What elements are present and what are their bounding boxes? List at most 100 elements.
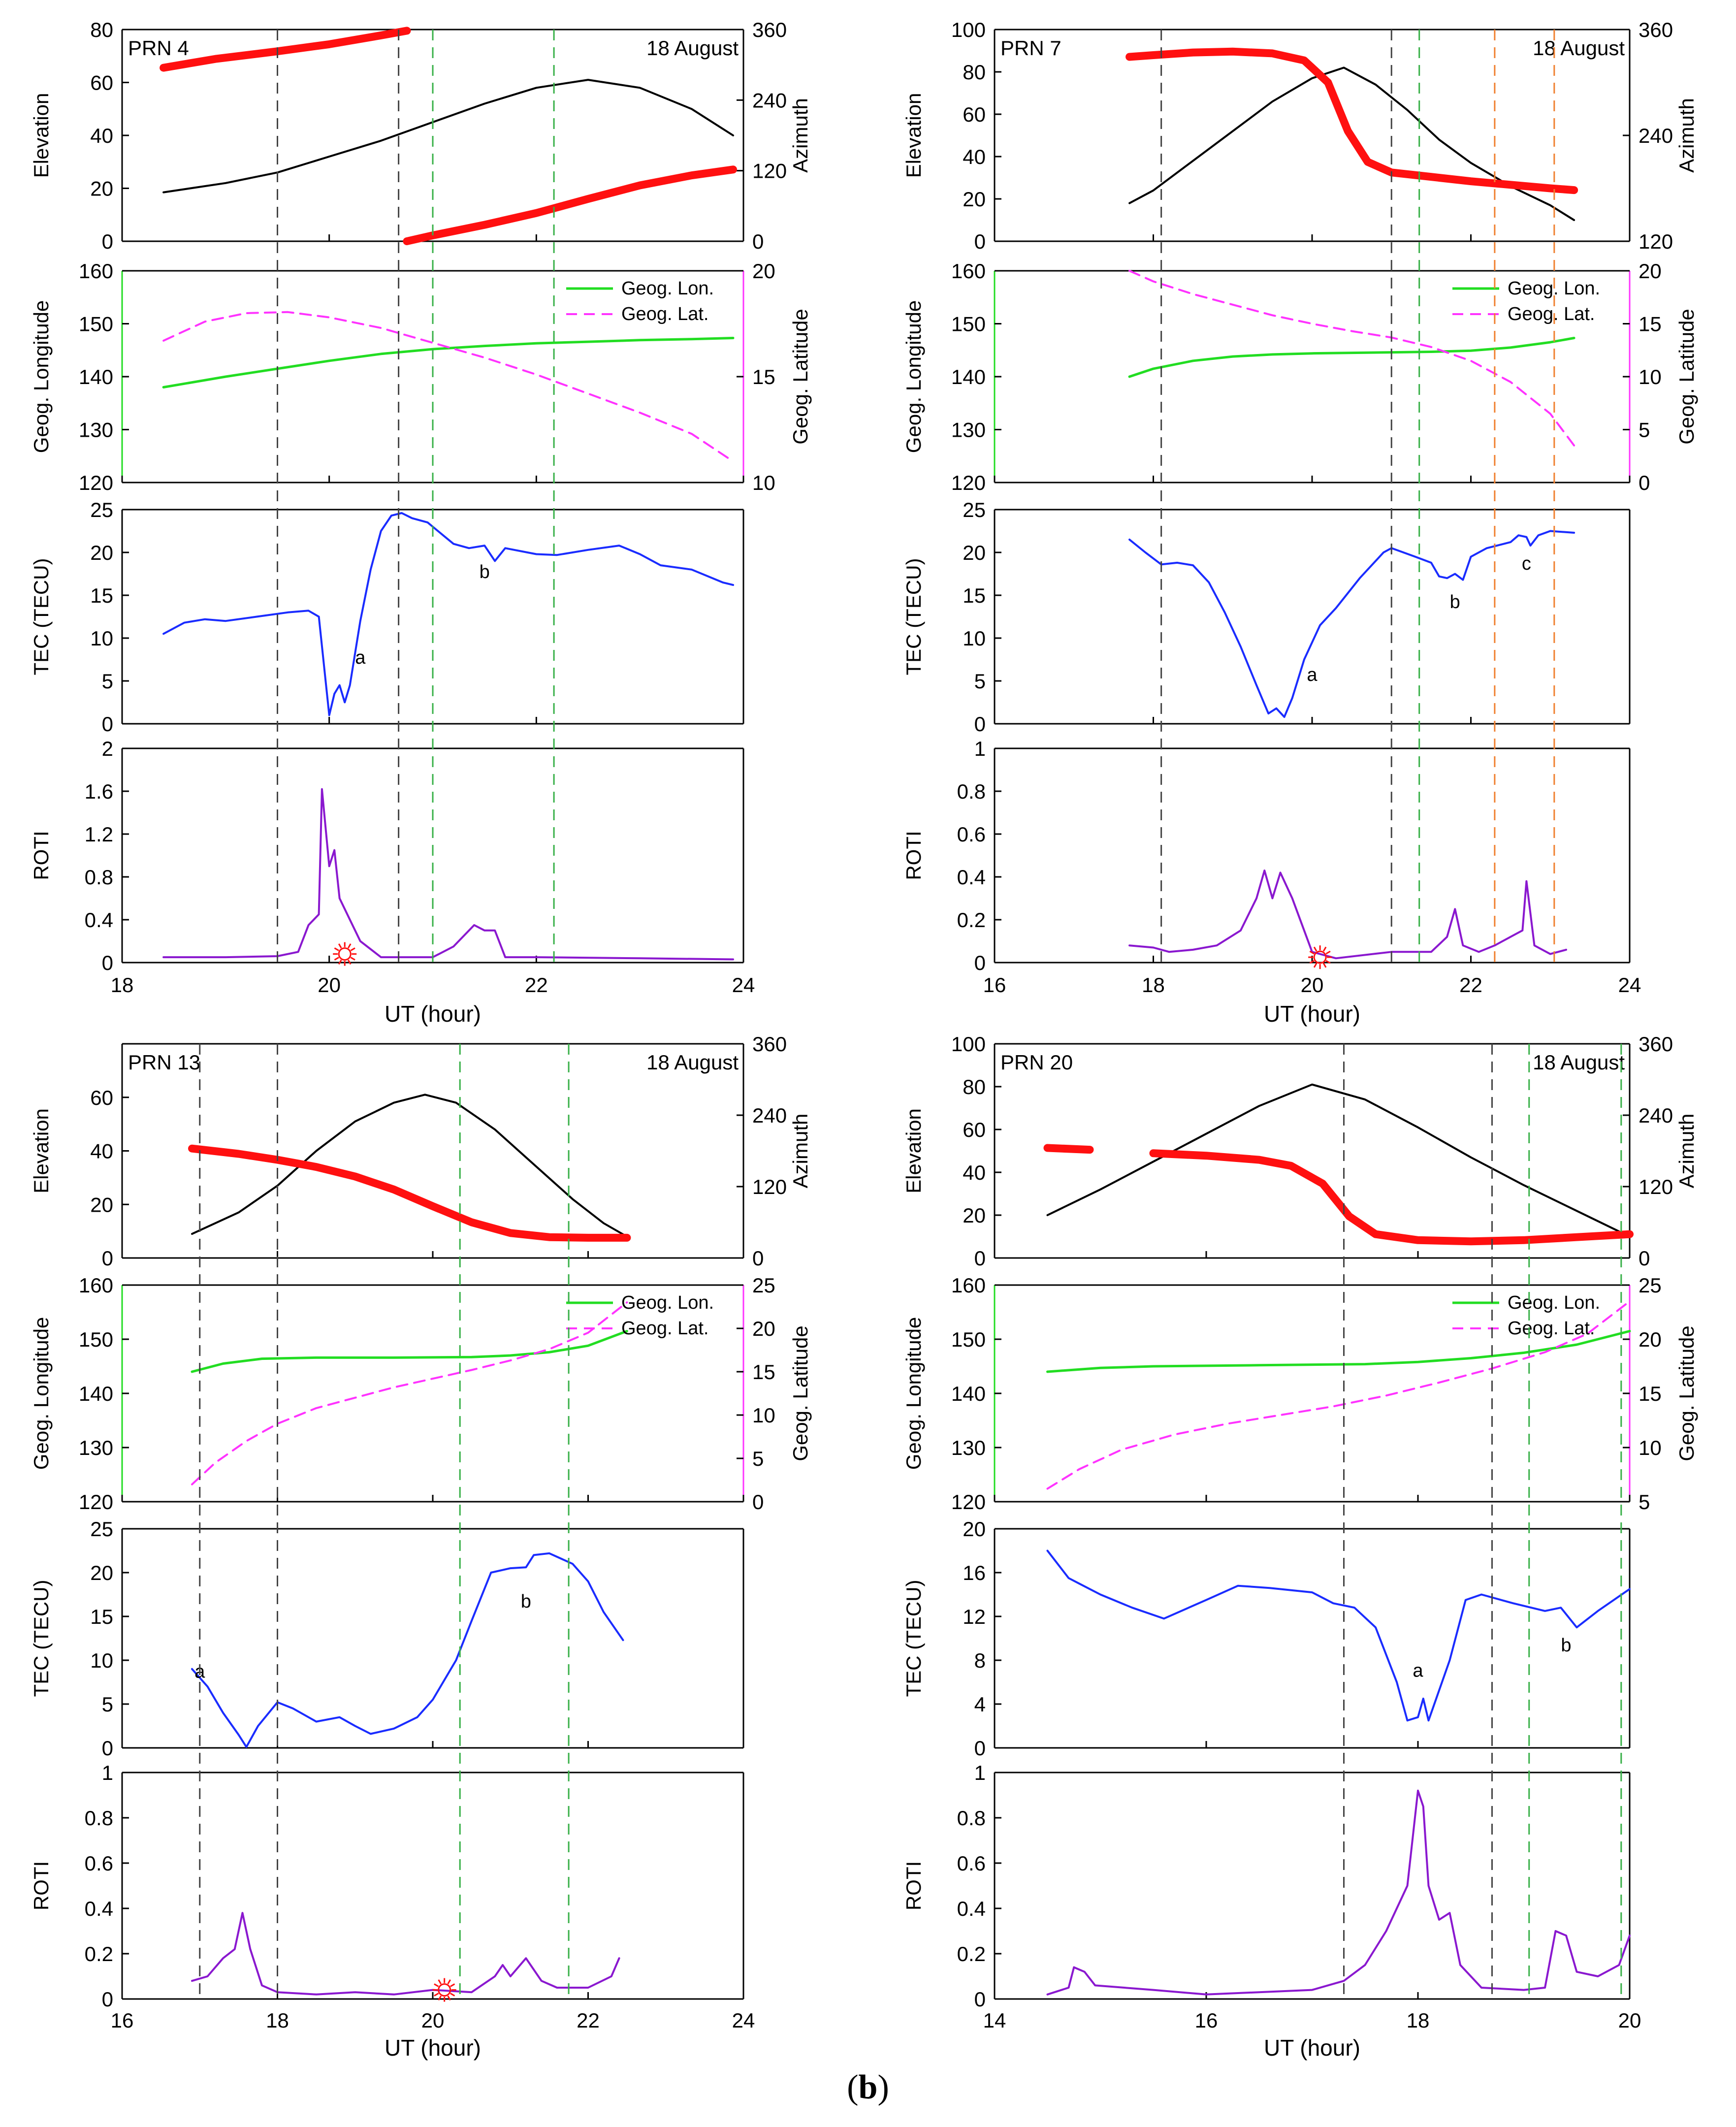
y2-tick-label: 10 (1639, 365, 1662, 388)
latitude-axis-title: Geog. Latitude (1675, 1325, 1698, 1461)
tec-annotation: c (1522, 553, 1531, 574)
sun-ray (450, 1993, 455, 1997)
longitude-axis-title: Geog. Longitude (902, 1317, 925, 1470)
roti-axis-title: ROTI (902, 1861, 925, 1910)
y-tick-label: 5 (974, 670, 986, 693)
y-tick-label: 0.4 (85, 908, 113, 932)
elevation-line (1046, 1083, 1631, 1238)
sun-ray (350, 947, 355, 951)
legend-lon-label: Geog. Lon. (1508, 1292, 1600, 1313)
roti-panel: 0 0.2 0.4 0.6 0.8 1 ROTI 16 18 20 22 24 (902, 737, 1641, 997)
y-tick-label: 0 (974, 951, 986, 974)
x-tick-label: 16 (1195, 2009, 1218, 2032)
roti-panel: 0 0.4 0.8 1.2 1.6 2 ROTI 18 20 22 24 (30, 737, 755, 997)
x-tick-label: 20 (318, 973, 341, 997)
y2-tick-label: 20 (752, 1317, 775, 1340)
event-markers (1343, 1044, 1622, 1999)
elevation-axis-title: Elevation (902, 1108, 925, 1193)
y-tick-label: 60 (90, 71, 113, 95)
sun-ray (434, 1983, 439, 1987)
tec-line (1128, 530, 1575, 718)
x-tick-label: 24 (1618, 973, 1641, 997)
y-tick-label: 25 (963, 498, 986, 521)
y2-tick-label: 0 (752, 1490, 764, 1514)
y-tick-label: 4 (974, 1693, 986, 1716)
longitude-line (1046, 1330, 1631, 1373)
azimuth-line (1149, 1149, 1634, 1246)
y-tick-label: 150 (951, 313, 986, 336)
y-tick-label: 20 (90, 177, 113, 200)
x-tick-label: 18 (266, 2009, 289, 2032)
tec-panel: 0 5 10 15 20 25 TEC (TECU) a b (30, 498, 744, 736)
y-tick-label: 0 (974, 230, 986, 253)
y2-tick-label: 10 (752, 471, 775, 494)
y-tick-label: 100 (951, 18, 986, 41)
sun-ray (334, 947, 339, 951)
y-tick-label: 40 (90, 1140, 113, 1163)
tec-line (162, 512, 734, 716)
y2-tick-label: 25 (752, 1274, 775, 1297)
y-tick-label: 0 (102, 712, 113, 736)
sun-ray (338, 959, 342, 965)
figure-caption: (b) (847, 2068, 889, 2106)
y-tick-label: 0 (974, 1988, 986, 2011)
y-tick-label: 0 (974, 712, 986, 736)
y2-tick-label: 5 (752, 1447, 764, 1470)
tec-annotation: b (521, 1591, 531, 1612)
y-tick-label: 40 (90, 124, 113, 147)
y-tick-label: 1.6 (85, 780, 113, 803)
x-tick-label: 24 (732, 973, 755, 997)
y-tick-label: 20 (90, 1561, 113, 1584)
latitude-line (191, 1301, 628, 1485)
tec-axis-title: TEC (TECU) (902, 1580, 925, 1697)
y-tick-label: 80 (90, 18, 113, 41)
legend-lat-label: Geog. Lat. (621, 304, 708, 324)
y-tick-label: 40 (963, 145, 986, 168)
tec-line (191, 1552, 624, 1748)
y-tick-label: 40 (963, 1161, 986, 1184)
y-tick-label: 12 (963, 1605, 986, 1628)
roti-panel: 0 0.2 0.4 0.6 0.8 1 ROTI 14 16 18 20 (902, 1761, 1641, 2032)
y-tick-label: 120 (79, 471, 113, 494)
y-tick-label: 15 (90, 584, 113, 607)
y-tick-label: 0 (102, 230, 113, 253)
y-tick-label: 60 (963, 103, 986, 126)
y2-tick-label: 0 (752, 230, 764, 253)
azimuth-line (188, 1144, 631, 1242)
y-tick-label: 0 (102, 1247, 113, 1270)
roti-line (1046, 1789, 1631, 1996)
elevation-panel: 0 20 40 60 80 Elevation 0 120 240 360 Azimuth PRN 4… (30, 18, 812, 253)
position-panel: 120 130 140 150 160 Geog. Longitude 0 5 10 15 20 25… (30, 1274, 812, 1514)
roti-panel: 0 0.2 0.4 0.6 0.8 1 ROTI 16 18 20 22 24 (30, 1761, 755, 2032)
y2-tick-label: 360 (1639, 1032, 1673, 1056)
y-tick-label: 140 (79, 1382, 113, 1405)
date-label: 18 August (1533, 1051, 1625, 1074)
tec-axis-title: TEC (TECU) (902, 558, 925, 676)
y-tick-label: 160 (951, 259, 986, 283)
y-tick-label: 1 (974, 737, 986, 760)
y2-tick-label: 15 (752, 365, 775, 388)
y-tick-label: 0.8 (957, 1806, 986, 1830)
y-tick-label: 20 (963, 1204, 986, 1227)
legend-lat-label: Geog. Lat. (1508, 304, 1595, 324)
sun-ray (1309, 950, 1315, 955)
sun-ray (1309, 960, 1315, 964)
y-tick-label: 0.2 (85, 1942, 113, 1966)
x-tick-label: 16 (111, 2009, 134, 2032)
y-tick-label: 0.2 (957, 1942, 986, 1966)
y2-tick-label: 25 (1639, 1274, 1662, 1297)
y-tick-label: 16 (963, 1561, 986, 1584)
y2-tick-label: 360 (752, 1032, 787, 1056)
tec-axis-title: TEC (TECU) (30, 558, 53, 676)
azimuth-axis-title: Azimuth (1675, 1114, 1698, 1189)
y-tick-label: 0.4 (957, 866, 986, 889)
y-tick-label: 120 (79, 1490, 113, 1514)
date-label: 18 August (646, 36, 739, 60)
y-tick-label: 0.6 (957, 1852, 986, 1875)
tec-panel: 0 4 8 12 16 20 TEC (TECU) a b (902, 1517, 1631, 1760)
prn-label: PRN 13 (128, 1051, 200, 1074)
position-panel: 120 130 140 150 160 Geog. Longitude 10 15 20 Geog… (30, 259, 812, 494)
y-tick-label: 1.2 (85, 823, 113, 846)
x-tick-label: 22 (1459, 973, 1482, 997)
